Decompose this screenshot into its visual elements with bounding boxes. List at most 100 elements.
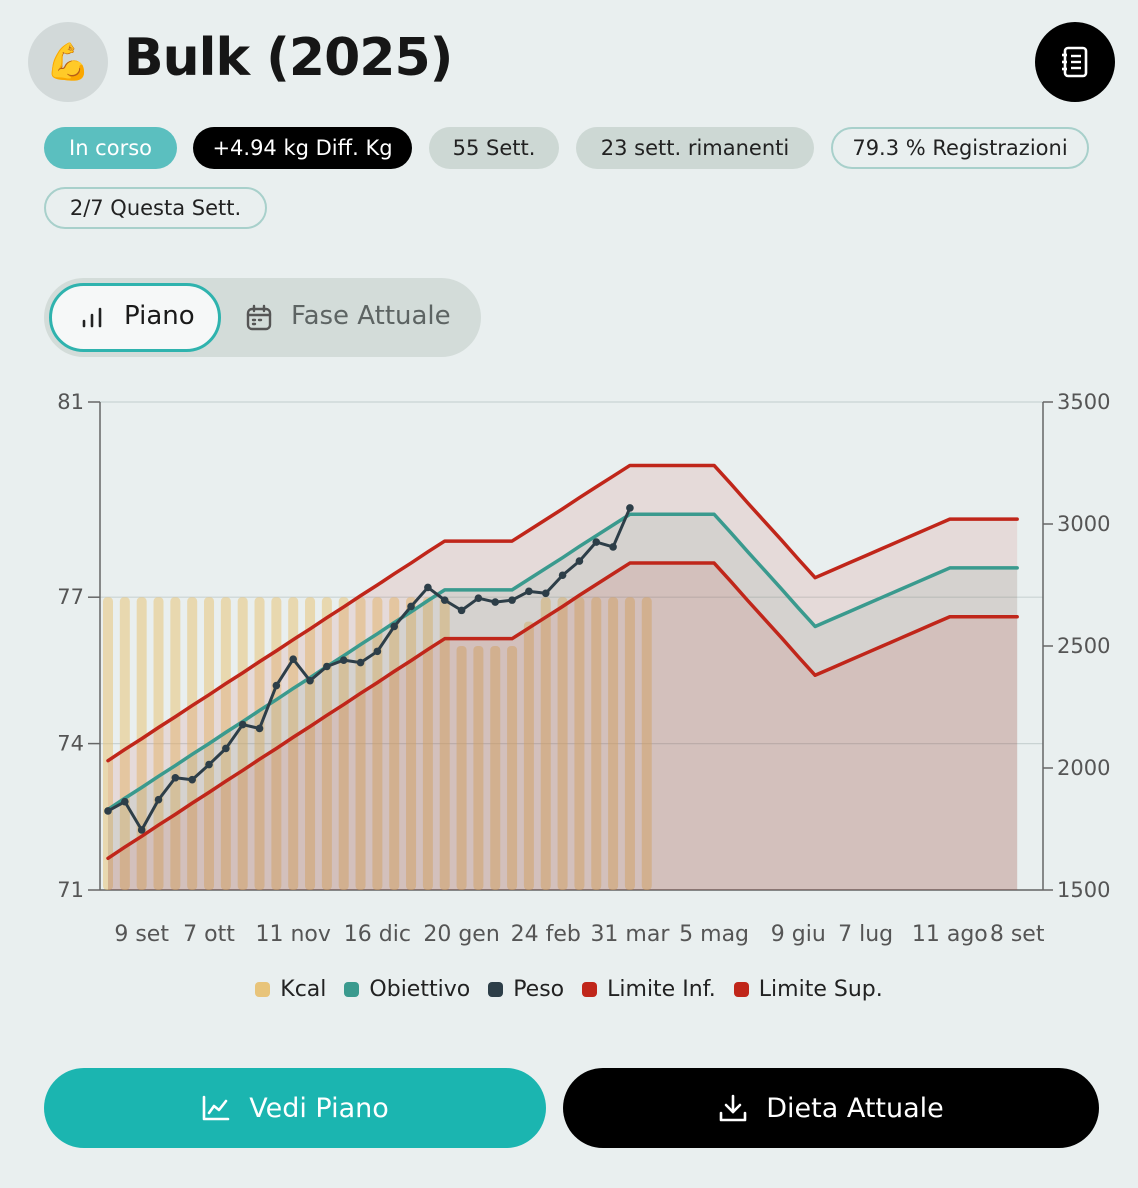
legend: Kcal Obiettivo Peso Limite Inf. Limite Sup. (0, 977, 1138, 1002)
legend-swatch (344, 982, 360, 997)
y-tick-label: 74 (57, 732, 84, 756)
kcal-bar (187, 597, 198, 890)
plan-button[interactable]: Vedi Piano (44, 1068, 546, 1148)
legend-swatch (582, 982, 598, 997)
x-tick-label: 9 giu (771, 922, 826, 947)
bulk-icon: 💪 (28, 22, 108, 102)
legend-item[interactable]: Limite Sup. (733, 977, 883, 1002)
kcal-bar (153, 597, 164, 890)
kcal-bar (490, 646, 501, 890)
kcal-bar (136, 597, 147, 890)
area-fill (108, 514, 1018, 890)
series-point (289, 655, 298, 663)
legend-swatch (255, 982, 271, 997)
x-tick-label: 9 set (114, 922, 169, 947)
x-tick-label: 11 nov (255, 922, 330, 947)
legend-label: Kcal (280, 977, 327, 1002)
notes-button[interactable] (1035, 22, 1115, 102)
y2-tick-label: 2000 (1057, 756, 1110, 780)
kcal-bar (540, 597, 551, 890)
legend-swatch (733, 982, 749, 997)
legend-item[interactable]: Kcal (255, 977, 326, 1002)
tab-piano[interactable] (49, 283, 221, 352)
y-tick-label: 81 (57, 390, 84, 414)
series-point (491, 598, 500, 606)
kcal-bar (591, 597, 602, 890)
series-point (104, 807, 112, 815)
legend-swatch (488, 982, 504, 997)
series-point (541, 589, 550, 598)
kcal-bar (624, 597, 635, 890)
legend-item[interactable]: Peso (488, 977, 564, 1002)
series-point (306, 676, 314, 685)
legend-label: Limite Inf. (607, 977, 716, 1002)
area-fill (108, 563, 1018, 890)
kcal-bar (305, 597, 316, 890)
series-point (440, 596, 449, 604)
kcal-bar (557, 597, 568, 890)
series-point (575, 557, 584, 565)
series-point (222, 744, 230, 753)
series-point (255, 724, 264, 733)
tab-label[interactable]: Fase Attuale (291, 301, 451, 331)
kcal-bar (119, 597, 130, 890)
kcal-bar (473, 646, 484, 890)
series-point (373, 647, 382, 656)
y-tick-label: 77 (57, 585, 84, 609)
kcal-bar (271, 597, 282, 890)
kcal-bar (103, 597, 113, 890)
kcal-bar (254, 597, 265, 890)
y2-tick-label: 3500 (1057, 390, 1110, 414)
series-point (626, 504, 634, 512)
y2-tick-label: 2500 (1057, 634, 1110, 658)
series-point (390, 622, 399, 631)
x-tick-label: 7 lug (838, 922, 893, 947)
diet-button[interactable]: Dieta Attuale (563, 1068, 1099, 1148)
series-point (171, 773, 180, 782)
kcal-bar (641, 597, 652, 890)
series-point (323, 662, 331, 671)
button-label: Dieta Attuale (766, 1092, 944, 1124)
weeks-badge: 55 Sett. (429, 127, 559, 169)
series-point (424, 583, 432, 592)
x-tick-label: 7 ott (183, 922, 235, 947)
chart: 71 74 77 81 1500 2000 2500 3000 3500 9 set 7 ott 11… (57, 390, 1110, 947)
x-tick-label: 16 dic (344, 922, 411, 947)
kcal-bar (372, 597, 383, 890)
records-badge: 79.3 % Registrazioni (831, 127, 1089, 169)
status-badge: In corso (44, 127, 177, 169)
calendar-icon[interactable] (245, 304, 273, 332)
series-point (154, 795, 163, 804)
chart-icon (202, 1095, 230, 1121)
series-point (592, 538, 601, 546)
kcal-bar (406, 597, 417, 890)
legend-label: Obiettivo (369, 977, 471, 1002)
kcal-bar (574, 597, 585, 890)
series-point (609, 543, 617, 551)
series-point (474, 594, 483, 602)
x-tick-label: 8 set (990, 922, 1045, 947)
kcal-bar (355, 597, 366, 890)
legend-item[interactable]: Obiettivo (344, 977, 470, 1002)
series-point (508, 596, 516, 604)
week-badge: 2/7 Questa Sett. (44, 187, 267, 229)
bar-icon (82, 307, 102, 328)
kcal-bar (422, 597, 433, 890)
kcal-bar (523, 621, 534, 890)
x-tick-label: 31 mar (590, 922, 670, 947)
kcal-bar (439, 597, 450, 890)
kcal-bar (220, 597, 231, 890)
kcal-bar (507, 646, 518, 890)
series-point (272, 681, 281, 690)
series-point (339, 656, 348, 664)
series-point (525, 587, 533, 596)
series-line (106, 463, 1019, 763)
notes-icon (1062, 46, 1088, 78)
series-point (188, 775, 196, 784)
series-point (457, 606, 466, 615)
x-tick-label: 24 feb (511, 922, 581, 947)
legend-item[interactable]: Limite Inf. (582, 977, 716, 1002)
kcal-bar (338, 597, 349, 890)
series-line (106, 512, 1019, 812)
